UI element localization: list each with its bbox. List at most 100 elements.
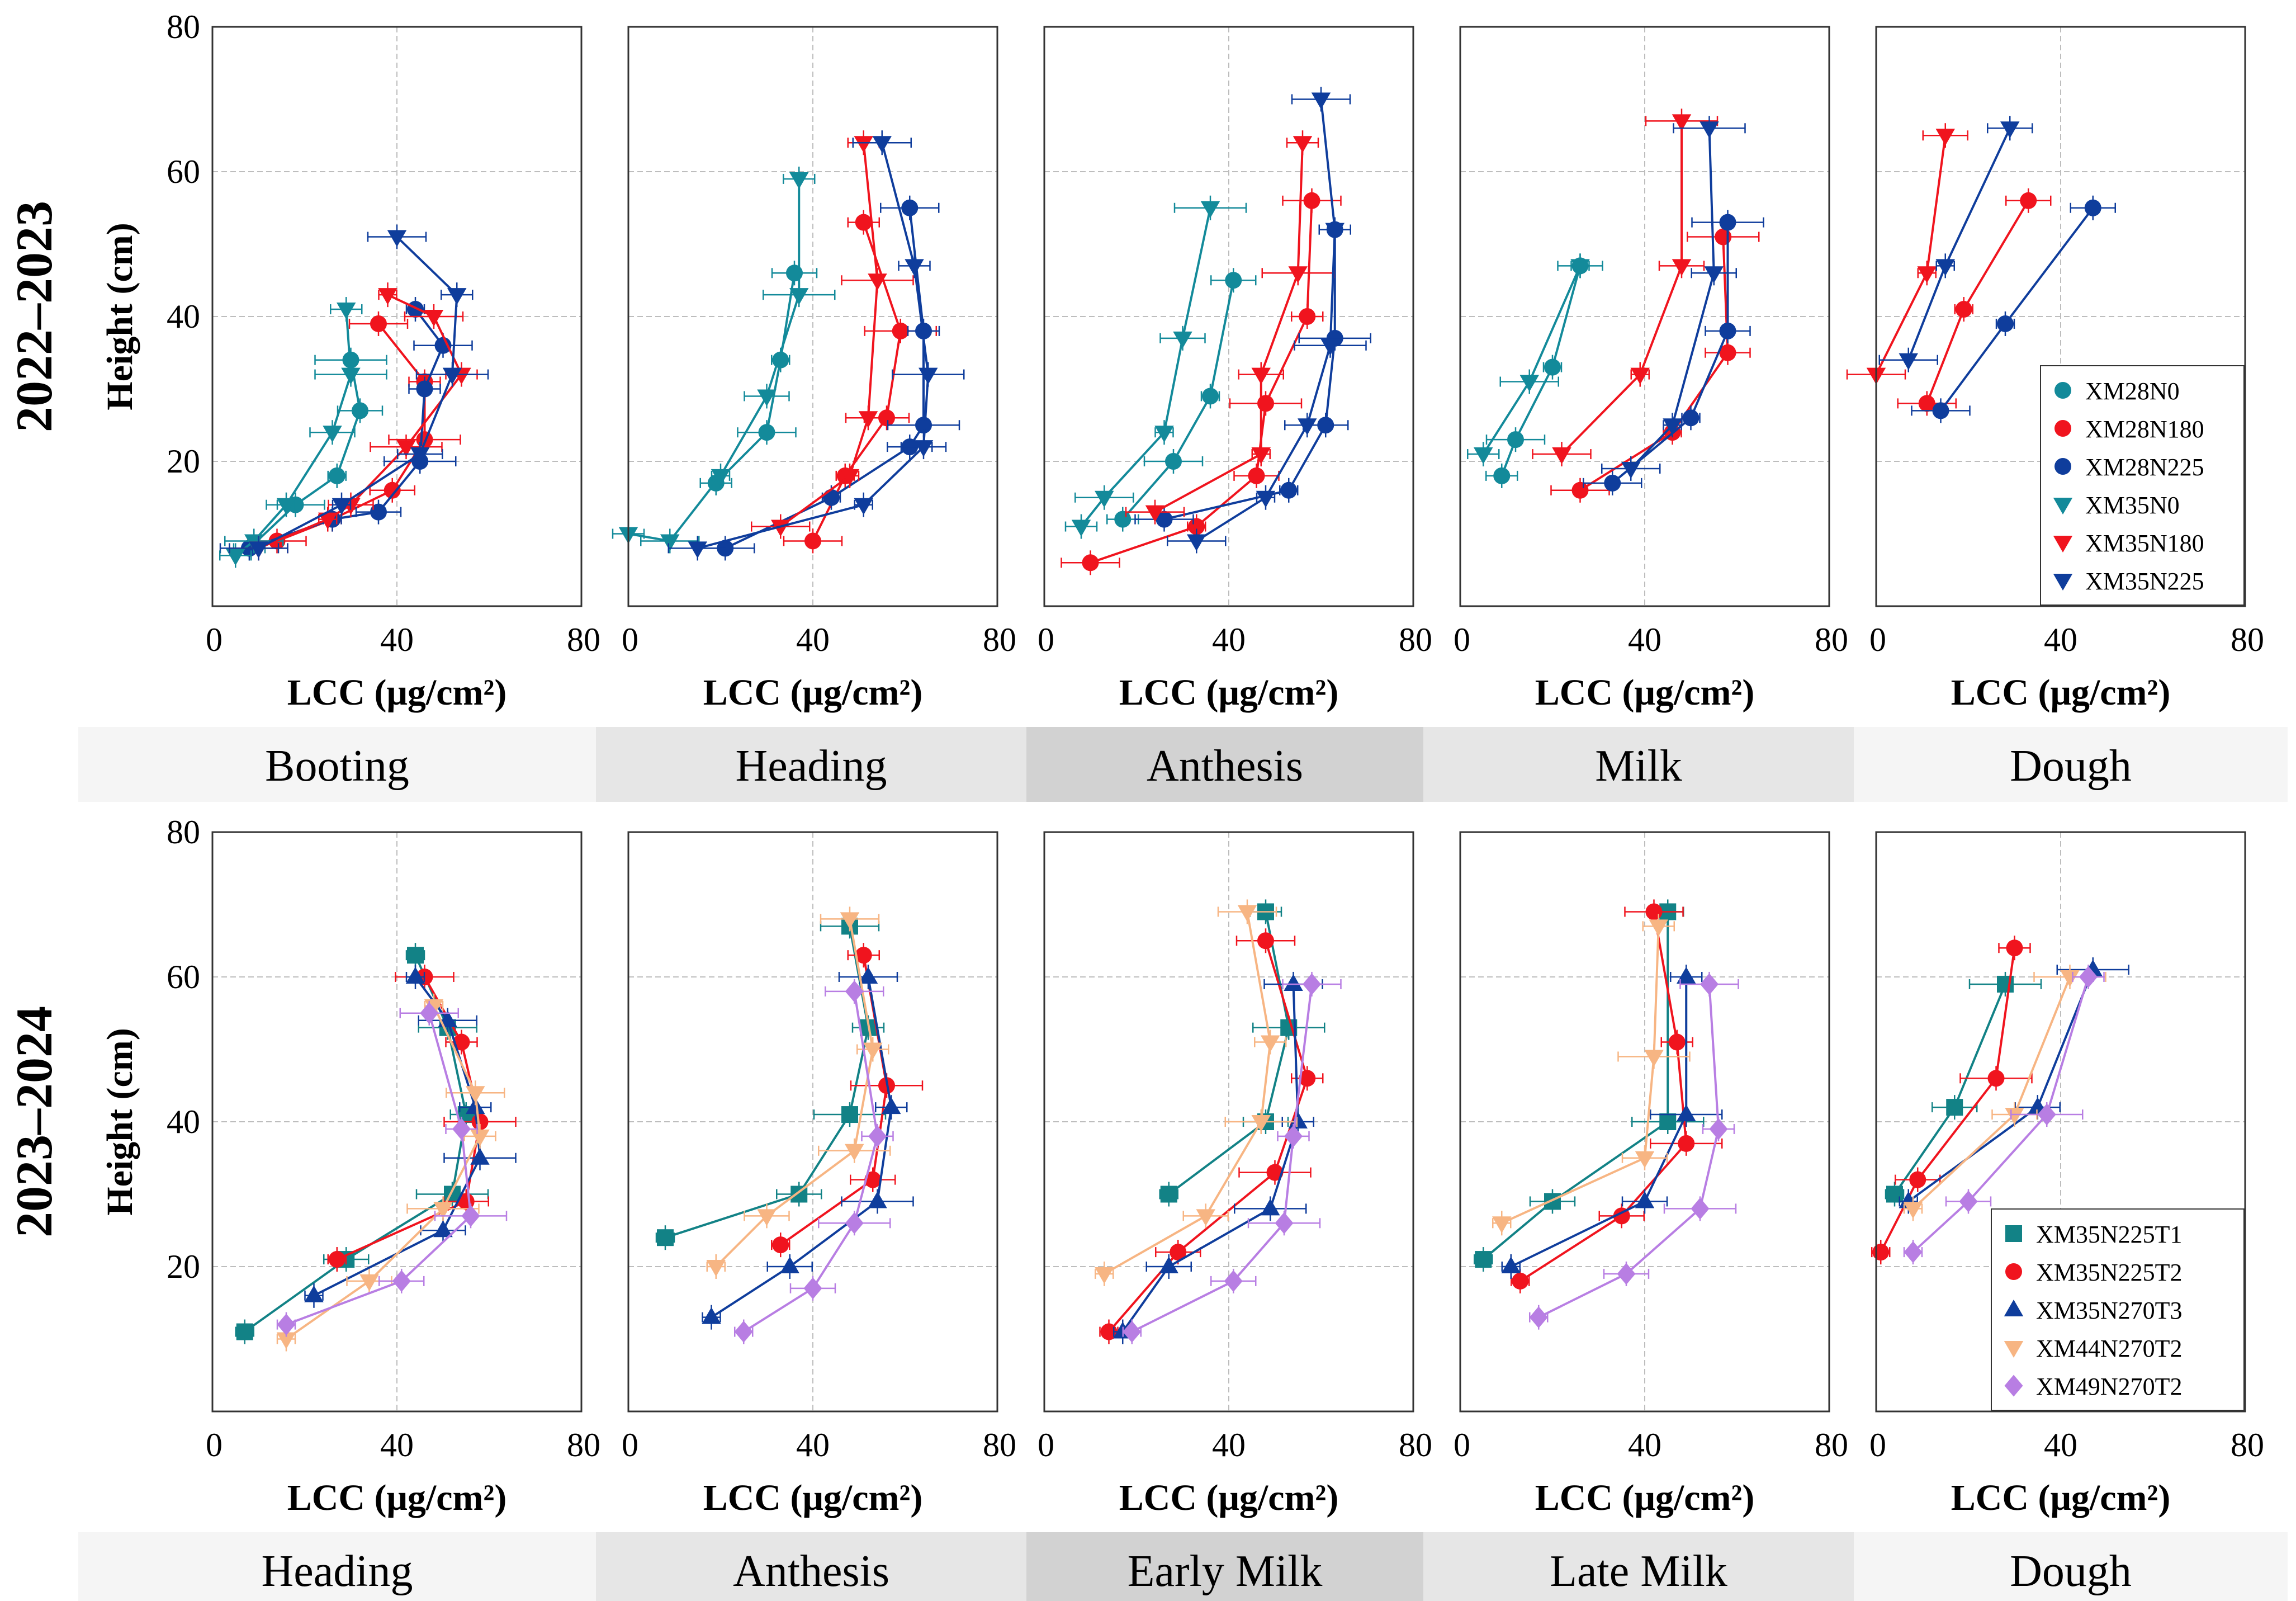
stage-band bbox=[596, 1532, 1026, 1601]
data-point-XM28N0 bbox=[1225, 272, 1242, 289]
x-tick-label: 80 bbox=[2231, 621, 2264, 658]
data-point-XM28N0 bbox=[352, 402, 368, 419]
x-tick-label: 80 bbox=[2231, 1427, 2264, 1463]
chart-row-1: 2022–2023 Height (cm) 20 40 60 80 0 40 80 LCC (μg… bbox=[6, 8, 2288, 802]
data-point-XM35N0 bbox=[323, 426, 342, 443]
data-point-XM35N0 bbox=[276, 498, 296, 515]
x-tick-label: 40 bbox=[796, 1427, 830, 1463]
data-point-XM49N270T2 bbox=[420, 1002, 439, 1024]
legend-label: XM49N270T2 bbox=[2036, 1373, 2183, 1400]
data-point-XM35N0 bbox=[789, 172, 809, 189]
panel-frame bbox=[1459, 26, 1830, 607]
stage-band bbox=[78, 1532, 596, 1601]
data-point-XM28N180 bbox=[1715, 228, 1732, 245]
data-point-XM28N180 bbox=[1257, 395, 1274, 412]
data-point-XM28N225 bbox=[2084, 199, 2101, 216]
x-tick-label: 80 bbox=[567, 1427, 600, 1463]
y-tick-label: 60 bbox=[167, 958, 200, 995]
data-point-XM35N270T3 bbox=[304, 1285, 324, 1302]
stage-label: Heading bbox=[261, 1547, 413, 1596]
legend-label: XM28N180 bbox=[2085, 415, 2204, 443]
data-point-XM35N0 bbox=[341, 367, 361, 385]
x-tick-label: 40 bbox=[796, 621, 830, 658]
data-point-XM49N270T2 bbox=[1709, 1118, 1728, 1140]
x-axis-title: LCC (μg/cm²) bbox=[287, 1477, 507, 1518]
data-point-XM35N225 bbox=[1298, 418, 1317, 436]
data-point-XM35N180 bbox=[1935, 129, 1955, 146]
stage-label: Dough bbox=[2010, 742, 2132, 791]
x-tick-label: 0 bbox=[1038, 1427, 1054, 1463]
data-point-XM28N225 bbox=[1156, 511, 1173, 528]
data-point-XM44N270T2 bbox=[863, 1042, 883, 1060]
stage-band bbox=[1854, 727, 2288, 802]
panel-anthesis: 0 40 80 LCC (μg/cm²) Anthesis bbox=[596, 831, 1026, 1601]
data-point-XM35N225T2 bbox=[453, 1033, 470, 1051]
data-point-XM44N270T2 bbox=[1095, 1267, 1114, 1284]
data-point-XM28N180 bbox=[1303, 192, 1320, 209]
data-point-XM28N0 bbox=[1507, 431, 1524, 448]
stage-band bbox=[1423, 1532, 1854, 1601]
series-group bbox=[1061, 87, 1371, 575]
data-point-XM28N180 bbox=[892, 322, 909, 339]
data-point-XM35N180 bbox=[1293, 136, 1313, 153]
y-tick-label: 40 bbox=[167, 298, 200, 335]
data-point-XM35N180 bbox=[840, 469, 860, 486]
legend-label: XM35N225T1 bbox=[2036, 1221, 2183, 1248]
season-label: 2022–2023 bbox=[6, 201, 63, 432]
data-point-XM35N0 bbox=[789, 288, 809, 305]
data-point-XM49N270T2 bbox=[2037, 1103, 2056, 1126]
series-line-XM35N225 bbox=[1196, 99, 1336, 542]
y-axis-title: Height (cm) bbox=[100, 1028, 140, 1215]
data-point-XM44N270T2 bbox=[359, 1274, 379, 1291]
data-point-XM28N180 bbox=[370, 315, 387, 332]
panel-frame bbox=[1875, 831, 2246, 1413]
data-point-XM28N0 bbox=[1114, 511, 1132, 528]
x-tick-label: 80 bbox=[1815, 621, 1848, 658]
data-point-XM35N270T3 bbox=[858, 967, 878, 984]
data-point-XM49N270T2 bbox=[392, 1270, 411, 1292]
data-point-XM35N225 bbox=[387, 230, 407, 247]
legend-label: XM28N225 bbox=[2085, 454, 2204, 481]
y-axis-title: Height (cm) bbox=[100, 223, 140, 410]
data-point-XM44N270T2 bbox=[845, 1144, 864, 1161]
data-point-XM35N225 bbox=[447, 288, 467, 305]
data-point-XM35N0 bbox=[757, 389, 777, 407]
panel-anthesis: 0 40 80 LCC (μg/cm²) Anthesis bbox=[1026, 26, 1432, 802]
data-point-XM35N225 bbox=[2000, 121, 2020, 139]
data-point-XM35N225T2 bbox=[864, 1171, 882, 1188]
data-point-XM49N270T2 bbox=[2079, 966, 2098, 988]
data-point-XM28N0 bbox=[1493, 467, 1511, 484]
data-point-XM35N225T1 bbox=[1160, 1186, 1177, 1203]
data-point-XM35N225T1 bbox=[407, 947, 424, 964]
data-point-XM35N225T2 bbox=[1266, 1164, 1284, 1181]
x-tick-label: 40 bbox=[2044, 1427, 2077, 1463]
data-point-XM35N225T2 bbox=[1872, 1244, 1890, 1261]
stage-label: Anthesis bbox=[733, 1547, 889, 1596]
series-line-XM28N180 bbox=[1579, 237, 1729, 492]
data-point-XM35N180 bbox=[771, 520, 790, 537]
stage-band bbox=[596, 727, 1026, 802]
data-point-XM28N225 bbox=[1719, 322, 1736, 339]
data-point-XM35N180 bbox=[318, 512, 338, 530]
legend-marker bbox=[2053, 498, 2073, 514]
data-point-XM35N270T3 bbox=[1677, 1104, 1696, 1122]
legend-label: XM35N225 bbox=[2085, 568, 2204, 595]
data-point-XM35N225 bbox=[249, 541, 268, 559]
data-point-XM35N0 bbox=[337, 303, 356, 320]
data-point-XM35N0 bbox=[1200, 201, 1220, 218]
legend-label: XM35N0 bbox=[2085, 492, 2180, 519]
x-tick-label: 80 bbox=[567, 621, 600, 658]
data-point-XM44N270T2 bbox=[466, 1086, 485, 1103]
series-line-XM28N225 bbox=[1611, 222, 1729, 484]
data-point-XM35N225T1 bbox=[1544, 1193, 1561, 1210]
legend-label: XM35N225T2 bbox=[2036, 1259, 2183, 1286]
x-tick-label: 40 bbox=[380, 1427, 414, 1463]
data-point-XM28N180 bbox=[384, 481, 401, 499]
x-axis-title: LCC (μg/cm²) bbox=[287, 672, 507, 713]
data-point-XM35N225T1 bbox=[1475, 1251, 1492, 1268]
x-tick-label: 40 bbox=[2044, 621, 2077, 658]
data-point-XM49N270T2 bbox=[461, 1205, 480, 1227]
panel-frame bbox=[1043, 26, 1414, 607]
series-line-XM28N225 bbox=[725, 207, 925, 550]
legend-label: XM44N270T2 bbox=[2036, 1335, 2183, 1362]
